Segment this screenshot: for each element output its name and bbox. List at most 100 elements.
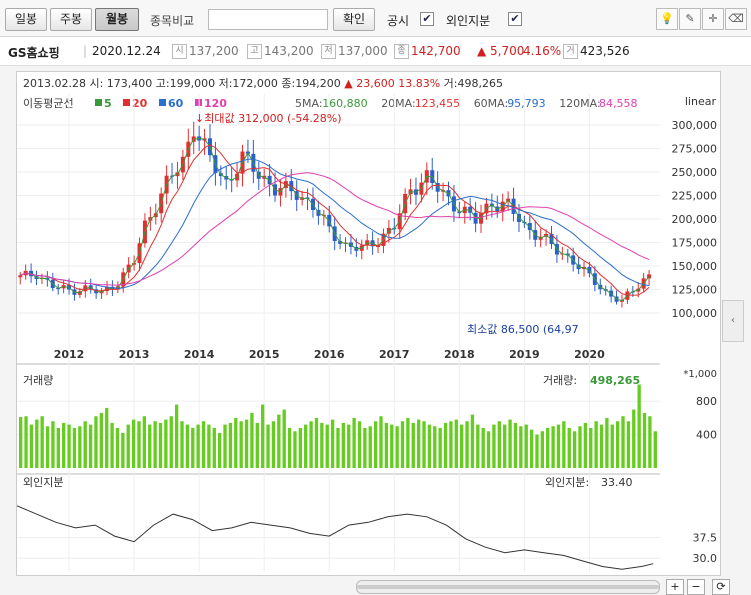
volume-bar	[347, 424, 351, 468]
disclosure-checkbox[interactable]: ✔	[420, 12, 434, 26]
volume-bar	[83, 421, 87, 468]
volume-bar	[131, 419, 136, 468]
pencil-icon[interactable]: ✎	[679, 8, 701, 30]
stock-date: 2020.12.24	[92, 44, 161, 58]
volume-bar	[460, 424, 464, 468]
volume-bar	[72, 427, 77, 468]
low-value: 저 137,000	[321, 44, 388, 59]
volume-bar	[62, 422, 66, 468]
volume-bar	[615, 421, 620, 468]
compare-input[interactable]	[208, 9, 328, 30]
ma-label: 20MA:	[381, 97, 416, 110]
volume-bar	[341, 422, 346, 468]
candle	[18, 275, 23, 278]
legend-swatch	[95, 99, 102, 106]
volume-bar	[578, 426, 582, 468]
eraser-icon[interactable]: ⌫	[725, 8, 747, 30]
volume-bar	[605, 417, 609, 468]
volume-bar	[94, 416, 98, 468]
price-tick-label: 175,000	[672, 236, 718, 249]
volume-bar	[427, 424, 432, 468]
zoom-in-button[interactable]: +	[666, 579, 684, 595]
volume-bar	[492, 424, 496, 468]
volume-bar	[309, 421, 313, 468]
volume-bar	[443, 422, 448, 468]
volume-bar	[185, 424, 190, 468]
volume-bar	[546, 427, 550, 468]
ma-legend-label: 이동평균선	[23, 97, 74, 110]
volume-bar	[137, 421, 141, 468]
volume-bar	[142, 416, 147, 468]
volume-bar	[400, 421, 405, 468]
foreign-current: 33.40	[601, 476, 633, 489]
volume-bar	[325, 424, 329, 468]
zoom-out-button[interactable]: −	[687, 579, 705, 595]
volume-bar	[621, 416, 625, 468]
ma-label: 5MA:	[295, 97, 323, 110]
volume-bar	[78, 426, 82, 468]
volume-bar	[115, 427, 120, 468]
volume-bar	[594, 421, 598, 468]
volume-value: 거 423,526	[563, 44, 630, 59]
volume-bar	[486, 431, 491, 468]
volume-bar	[293, 431, 297, 468]
volume-bar	[519, 426, 523, 468]
refresh-button[interactable]: ⟳	[712, 579, 730, 595]
volume-bar	[470, 414, 475, 468]
bulb-icon[interactable]: 💡	[656, 8, 678, 30]
volume-bar	[357, 421, 362, 468]
toolbar: 일봉 주봉 월봉 종목비교 확인 공시 ✔ 외인지분 ✔ 💡 ✎ ✛ ⌫	[0, 0, 751, 37]
volume-bar	[207, 424, 211, 468]
volume-bar	[422, 421, 426, 468]
foreign-tick-label: 37.5	[693, 532, 718, 545]
volume-bar	[642, 412, 647, 468]
volume-bar	[610, 424, 614, 468]
volume-bar	[390, 424, 394, 468]
volume-bar	[449, 421, 453, 468]
volume-bar	[24, 416, 28, 468]
tab-monthly[interactable]: 월봉	[95, 8, 139, 31]
ma5-line	[20, 137, 650, 302]
change-value: ▲ 5,700	[477, 44, 525, 58]
volume-bar	[277, 414, 281, 468]
ma-value: 95,793	[507, 97, 546, 110]
volume-bar	[508, 419, 512, 468]
volume-bar	[121, 432, 125, 468]
volume-bar	[330, 419, 335, 468]
volume-bar	[373, 421, 378, 468]
x-tick-label: 2015	[249, 348, 280, 361]
volume-bar	[261, 404, 265, 468]
volume-bar	[320, 422, 324, 468]
volume-bar	[395, 426, 399, 468]
scrollbar-thumb[interactable]	[357, 585, 659, 589]
volume-bar	[503, 424, 507, 468]
volume-bar	[19, 417, 23, 468]
volume-bar	[282, 409, 286, 468]
legend-entry: 120	[204, 97, 227, 110]
tab-weekly[interactable]: 주봉	[50, 8, 92, 31]
volume-bar	[180, 421, 184, 468]
volume-bar	[411, 422, 415, 468]
time-scrollbar[interactable]	[356, 580, 660, 594]
price-tick-label: 150,000	[672, 260, 718, 273]
volume-tick-label: 800	[696, 395, 717, 408]
collapse-sidebar-icon[interactable]: ‹	[722, 300, 744, 342]
volume-bar	[153, 421, 157, 468]
confirm-button[interactable]: 확인	[333, 8, 375, 31]
volume-bar	[336, 427, 340, 468]
tab-daily[interactable]: 일봉	[5, 8, 47, 31]
change-percent: 4.16%	[523, 44, 562, 58]
volume-bar	[583, 422, 588, 468]
volume-unit: *1,000	[683, 369, 717, 380]
chart-svg[interactable]: 2013.02.28 시: 173,400 고:199,000 저:172,00…	[16, 72, 661, 575]
volume-bar	[648, 416, 652, 468]
x-tick-label: 2014	[184, 348, 215, 361]
volume-bar	[228, 422, 233, 468]
volume-bar	[212, 427, 216, 468]
chart-panel[interactable]: 2013.02.28 시: 173,400 고:199,000 저:172,00…	[16, 71, 662, 576]
price-tick-label: 250,000	[672, 166, 718, 179]
volume-bar	[298, 427, 302, 468]
foreign-checkbox[interactable]: ✔	[508, 12, 522, 26]
crosshair-icon[interactable]: ✛	[702, 8, 724, 30]
volume-bar	[35, 419, 39, 468]
